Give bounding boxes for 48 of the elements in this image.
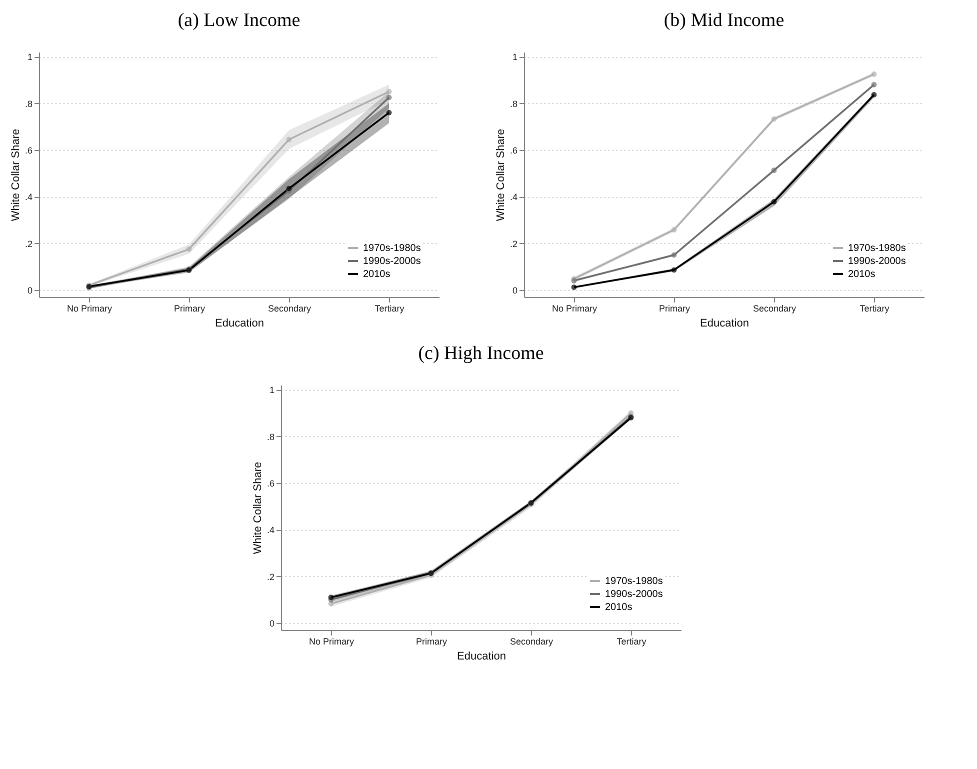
y-tick-label: 0 <box>26 286 32 296</box>
x-axis-title: Education <box>457 650 506 662</box>
x-tick-label: Tertiary <box>859 304 890 314</box>
x-axis-title: Education <box>214 318 264 330</box>
y-tick-label: 1 <box>269 385 274 396</box>
x-axis-title: Education <box>700 318 748 330</box>
x-tick-label: Tertiary <box>374 304 404 314</box>
y-tick-label: 0 <box>269 618 274 628</box>
y-axis-title: White Collar Share <box>252 462 264 554</box>
y-tick-label: .4 <box>266 525 274 536</box>
y-axis-title: White Collar Share <box>494 128 506 222</box>
chart-title: (b) Mid Income <box>663 10 784 31</box>
x-tick-label: Secondary <box>267 304 312 314</box>
legend-label: 2010s <box>605 602 632 613</box>
y-tick-label: .2 <box>509 238 517 249</box>
y-tick-label: .4 <box>24 192 32 202</box>
y-axis-title: White Collar Share <box>9 128 22 222</box>
x-tick-label: Primary <box>174 304 205 314</box>
legend-label: 1990s-2000s <box>362 256 420 267</box>
x-tick-label: Primary <box>658 304 690 314</box>
legend-label: 2010s <box>362 269 390 280</box>
y-tick-label: .6 <box>266 478 274 488</box>
y-tick-label: .6 <box>509 146 517 156</box>
x-tick-label: No Primary <box>308 636 354 646</box>
chart-title: (c) High Income <box>418 343 544 364</box>
legend-label: 1970s-1980s <box>605 576 663 587</box>
y-tick-label: .2 <box>266 572 274 582</box>
legend-label: 1990s-2000s <box>605 589 663 600</box>
y-tick-label: .2 <box>24 238 32 249</box>
y-tick-label: .8 <box>24 98 32 109</box>
x-tick-label: Secondary <box>752 304 796 314</box>
chart-title: (a) Low Income <box>177 10 300 31</box>
y-tick-label: 0 <box>512 286 517 296</box>
x-tick-label: No Primary <box>66 304 112 314</box>
x-tick-label: Secondary <box>510 636 554 646</box>
y-tick-label: .6 <box>24 146 32 156</box>
legend-label: 2010s <box>848 269 875 280</box>
y-tick-label: .8 <box>509 98 517 109</box>
y-tick-label: 1 <box>512 52 517 62</box>
y-tick-label: .8 <box>266 432 274 442</box>
legend-label: 1970s-1980s <box>362 243 420 254</box>
y-tick-label: .4 <box>509 192 517 202</box>
x-tick-label: No Primary <box>551 304 597 314</box>
x-tick-label: Tertiary <box>616 636 647 646</box>
legend-label: 1990s-2000s <box>848 256 906 267</box>
y-tick-label: 1 <box>26 52 32 62</box>
x-tick-label: Primary <box>416 636 448 646</box>
legend-label: 1970s-1980s <box>848 243 906 254</box>
